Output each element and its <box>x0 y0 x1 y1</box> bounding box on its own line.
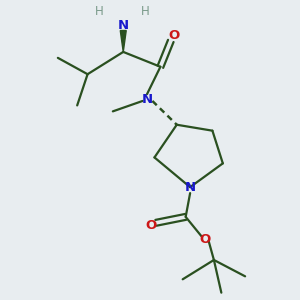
Text: N: N <box>184 181 196 194</box>
Text: H: H <box>141 5 150 18</box>
Text: N: N <box>142 93 153 106</box>
Polygon shape <box>120 31 126 52</box>
Text: O: O <box>200 233 211 246</box>
Text: N: N <box>118 19 129 32</box>
Text: O: O <box>168 29 179 42</box>
Text: H: H <box>95 5 104 18</box>
Text: O: O <box>146 219 157 232</box>
